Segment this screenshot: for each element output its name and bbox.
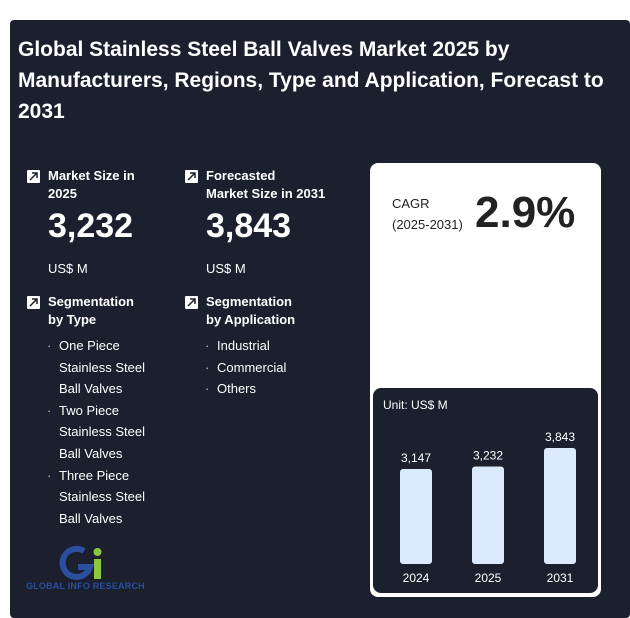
- cagr-value: 2.9%: [475, 188, 576, 237]
- list-item: Commercial: [205, 357, 345, 379]
- bar-chart: 3,147 2024 3,232 2025 3,843 2031: [400, 430, 576, 585]
- logo: GLOBAL INFO RESEARCH: [26, 545, 145, 591]
- bar-value-label: 3,843: [545, 430, 575, 444]
- forecast-size-label: Forecasted Market Size in 2031: [206, 168, 326, 201]
- bar-2025: [472, 466, 504, 564]
- forecast-size-stat: Forecasted Market Size in 2031 3,843 US$…: [185, 167, 355, 277]
- bar-value-label: 3,147: [401, 451, 431, 465]
- cagr-label: CAGR (2025-2031): [392, 196, 463, 232]
- market-size-value: 3,232: [48, 207, 134, 245]
- trend-arrow-icon: [27, 296, 40, 309]
- trend-arrow-icon: [185, 296, 198, 309]
- chart-unit-label: Unit: US$ M: [383, 398, 448, 412]
- forecast-size-unit: US$ M: [206, 261, 246, 276]
- market-size-label: Market Size in 2025: [48, 168, 135, 201]
- category-tick-label: 2031: [547, 571, 574, 585]
- category-tick-label: 2024: [403, 571, 430, 585]
- market-size-unit: US$ M: [48, 261, 88, 276]
- trend-arrow-icon: [27, 170, 40, 183]
- logo-mark-icon: [59, 545, 102, 580]
- forecast-size-value: 3,843: [206, 207, 292, 245]
- market-size-stat: Market Size in 2025 3,232 US$ M: [27, 167, 177, 277]
- bar-2024: [400, 469, 432, 564]
- page-title: Global Stainless Steel Ball Valves Marke…: [18, 38, 604, 123]
- bar-chart-panel: Unit: US$ M 3,147 2024 3,232 2025 3,843 2031: [373, 388, 598, 593]
- bar-2031: [544, 448, 576, 564]
- logo-text: GLOBAL INFO RESEARCH: [26, 581, 145, 591]
- segmentation-application-list: Industrial Commercial Others: [205, 335, 345, 400]
- segmentation-type-heading: Segmentation by Type: [27, 293, 177, 333]
- trend-arrow-icon: [185, 170, 198, 183]
- list-item: Industrial: [205, 335, 345, 357]
- segmentation-application-heading: Segmentation by Application: [185, 293, 335, 333]
- bar-value-label: 3,232: [473, 448, 503, 462]
- category-tick-label: 2025: [475, 571, 502, 585]
- list-item: Others: [205, 378, 345, 400]
